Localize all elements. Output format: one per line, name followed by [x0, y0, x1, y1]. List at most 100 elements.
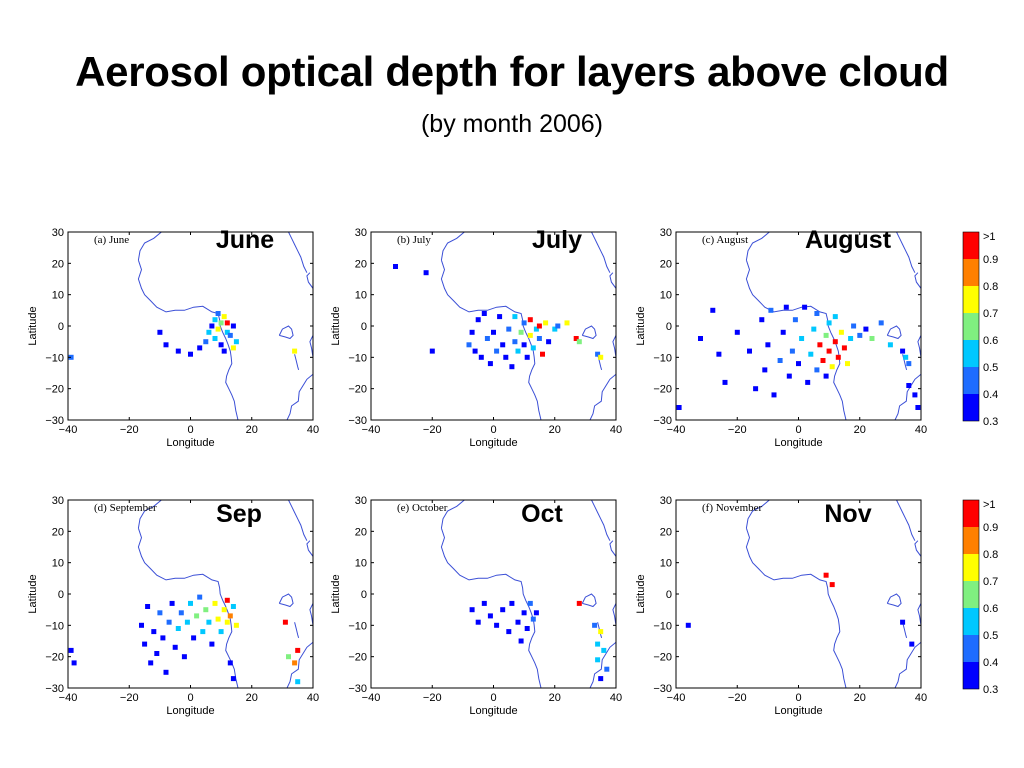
month-label: Nov — [824, 500, 871, 528]
aod-point — [814, 367, 820, 373]
y-axis-label: Latitude — [635, 574, 647, 613]
aod-point — [857, 332, 863, 338]
x-tick-label: −40 — [59, 424, 78, 436]
colorbar-segment — [963, 581, 979, 608]
plot-frame — [370, 499, 617, 689]
y-tick-label: −20 — [45, 384, 64, 396]
aod-point — [521, 610, 527, 616]
aod-point — [900, 348, 906, 354]
aod-points — [68, 594, 301, 685]
coastline-path — [137, 260, 239, 420]
x-tick-label: 20 — [549, 692, 561, 704]
colorbar-segment — [963, 286, 979, 313]
chart-panel-6: −40 −20 0 20 40 30 20 10 0 −10 −20 −30 Longitude Lati… — [635, 495, 998, 717]
aod-point — [796, 361, 801, 367]
colorbar-label: 0.8 — [983, 281, 998, 293]
colorbar-segment — [963, 527, 979, 554]
aod-point — [771, 392, 777, 398]
panel-tag: (f) November — [702, 502, 763, 514]
aod-point — [826, 348, 832, 354]
y-tick-label: −10 — [348, 352, 367, 364]
aod-point — [753, 386, 759, 392]
aod-point — [716, 351, 722, 357]
colorbar-frame — [962, 231, 980, 422]
aod-point — [903, 354, 909, 360]
aod-point — [823, 332, 829, 338]
coastline-map — [745, 500, 921, 688]
aod-point — [215, 311, 221, 316]
coastline-map — [440, 500, 616, 688]
aod-point — [151, 629, 157, 635]
x-tick-label: 20 — [854, 692, 866, 704]
month-label: Oct — [521, 500, 563, 528]
aod-point — [515, 348, 521, 354]
aod-point — [759, 317, 765, 323]
plot-frame — [67, 231, 314, 421]
aod-point — [500, 607, 506, 613]
aod-point — [595, 657, 601, 663]
aod-point — [817, 342, 823, 348]
coastline-path — [917, 602, 921, 626]
aod-point — [423, 270, 429, 276]
aod-point — [676, 405, 682, 410]
aod-point — [494, 348, 500, 354]
aod-points — [393, 264, 604, 370]
x-tick-label: 0 — [490, 692, 496, 704]
coastline-path — [745, 232, 770, 261]
coastline-path — [894, 641, 921, 688]
colorbar-segment — [963, 232, 979, 259]
y-tick-label: 10 — [660, 558, 672, 570]
y-axis-label: Latitude — [330, 306, 342, 345]
x-tick-label: 20 — [246, 424, 258, 436]
aod-point — [533, 610, 539, 616]
panel-tag: (c) August — [702, 234, 748, 246]
slide-title: Aerosol optical depth for layers above c… — [75, 48, 949, 95]
aod-point — [543, 320, 549, 326]
aod-point — [227, 613, 233, 619]
aod-point — [497, 314, 503, 320]
aod-point — [786, 373, 792, 379]
panel-tag: (d) September — [94, 502, 157, 514]
aod-point — [157, 329, 163, 335]
aod-point — [188, 351, 193, 357]
aod-point — [595, 641, 601, 647]
y-tick-label: 20 — [52, 258, 64, 270]
plot-frame — [67, 499, 314, 689]
colorbar-label: 0.5 — [983, 362, 998, 374]
aod-point — [68, 647, 74, 653]
aod-point — [768, 307, 774, 313]
x-tick-label: 20 — [246, 692, 258, 704]
aod-point — [527, 317, 533, 323]
aod-point — [178, 610, 184, 616]
x-tick-label: 40 — [307, 692, 319, 704]
aod-point — [224, 320, 230, 326]
coastline-path — [440, 500, 465, 529]
aod-point — [230, 604, 236, 609]
coastline-path — [745, 500, 770, 529]
aod-point — [518, 329, 524, 335]
aod-point — [393, 264, 398, 269]
aod-point — [829, 364, 835, 370]
aod-point — [475, 317, 481, 323]
slide-subtitle: (by month 2006) — [420, 110, 604, 138]
month-label: August — [805, 226, 892, 254]
colorbar-label: 0.5 — [983, 630, 998, 642]
aod-point — [212, 317, 218, 323]
aod-point — [851, 323, 857, 329]
y-tick-label: 20 — [52, 526, 64, 538]
y-tick-label: 30 — [660, 227, 672, 239]
x-tick-label: −40 — [667, 692, 686, 704]
aod-point — [512, 339, 518, 345]
aod-point — [175, 348, 181, 354]
y-tick-label: −20 — [348, 384, 367, 396]
coastline-path — [591, 232, 611, 273]
colorbar-segment — [963, 367, 979, 394]
y-tick-label: 30 — [52, 227, 64, 239]
y-axis-label: Latitude — [27, 574, 39, 613]
aod-point — [915, 405, 921, 410]
colorbar-segment — [963, 259, 979, 286]
aod-point — [429, 348, 435, 354]
aod-point — [466, 342, 472, 348]
colorbar-label: 0.4 — [983, 657, 998, 669]
coastline-path — [309, 602, 313, 626]
